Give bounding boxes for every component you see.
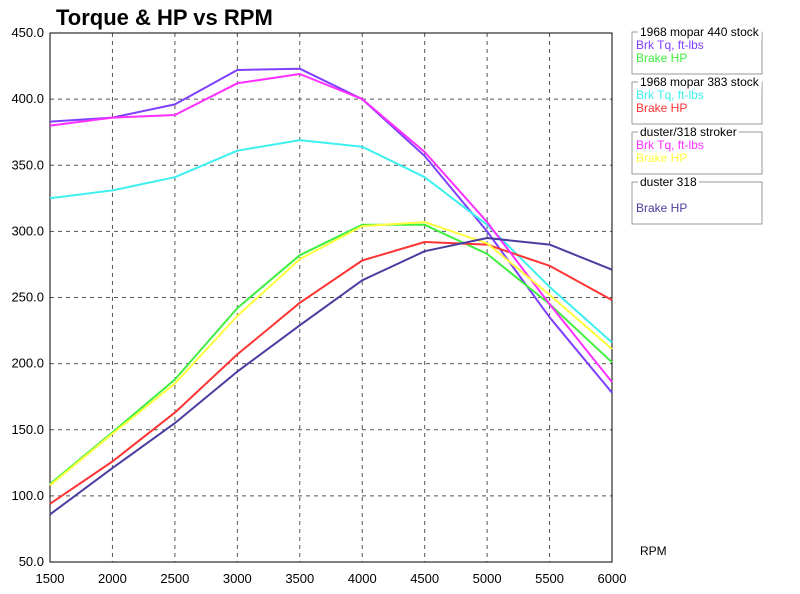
y-tick-label: 350.0	[11, 157, 44, 172]
series-line-1	[49, 223, 613, 485]
x-tick-label: 4000	[348, 571, 377, 586]
y-tick-label: 300.0	[11, 223, 44, 238]
x-tick-label: 4500	[410, 571, 439, 586]
x-axis-label: RPM	[640, 544, 667, 558]
legend-group-title: 1968 mopar 383 stock	[640, 75, 760, 89]
series-line-4	[49, 73, 613, 383]
legend-title-bg	[638, 125, 739, 139]
series-lines	[49, 67, 613, 516]
y-tick-label: 450.0	[11, 25, 44, 40]
chart-title: Torque & HP vs RPM	[56, 5, 273, 30]
legend-entry: Brake HP	[636, 151, 687, 165]
series-line-5	[49, 221, 613, 487]
legend-entry: Brake HP	[636, 201, 687, 215]
legend-group: duster 318 Brake HP	[631, 175, 763, 225]
x-tick-label: 1500	[36, 571, 65, 586]
series-line-6	[49, 237, 613, 516]
legend-entry: Brk Tq, ft-lbs	[636, 138, 704, 152]
grid	[50, 33, 612, 562]
legend-group-title: 1968 mopar 440 stock	[640, 25, 760, 39]
y-tick-label: 100.0	[11, 488, 44, 503]
axes: 1500 2000 2500 3000 3500 4000 4500 5000 5500 6000…	[11, 25, 626, 586]
legend-group-title: duster/318 stroker	[640, 125, 737, 139]
x-tick-label: 5500	[535, 571, 564, 586]
series-line-3	[49, 241, 613, 505]
y-tick-label: 50.0	[19, 554, 44, 569]
y-tick-label: 150.0	[11, 422, 44, 437]
legend-entry: Brk Tq, ft-lbs	[636, 88, 704, 102]
y-tick-label: 400.0	[11, 91, 44, 106]
legend-entry: Brake HP	[636, 51, 687, 65]
legend-title-bg	[638, 175, 700, 189]
y-tick-label: 250.0	[11, 290, 44, 305]
legend-group-title: duster 318	[640, 175, 697, 189]
series-line-0	[49, 67, 613, 394]
x-tick-label: 5000	[473, 571, 502, 586]
y-tick-label: 200.0	[11, 356, 44, 371]
x-tick-label: 2000	[98, 571, 127, 586]
x-tick-label: 3500	[285, 571, 314, 586]
plot-frame	[49, 32, 613, 563]
x-tick-label: 2500	[160, 571, 189, 586]
legend-entry: Brk Tq, ft-lbs	[636, 38, 704, 52]
legend-entry: Brake HP	[636, 101, 687, 115]
legend-title-bg	[638, 25, 762, 39]
x-tick-label: 6000	[598, 571, 627, 586]
legend-title-bg	[638, 75, 762, 89]
x-tick-label: 3000	[223, 571, 252, 586]
